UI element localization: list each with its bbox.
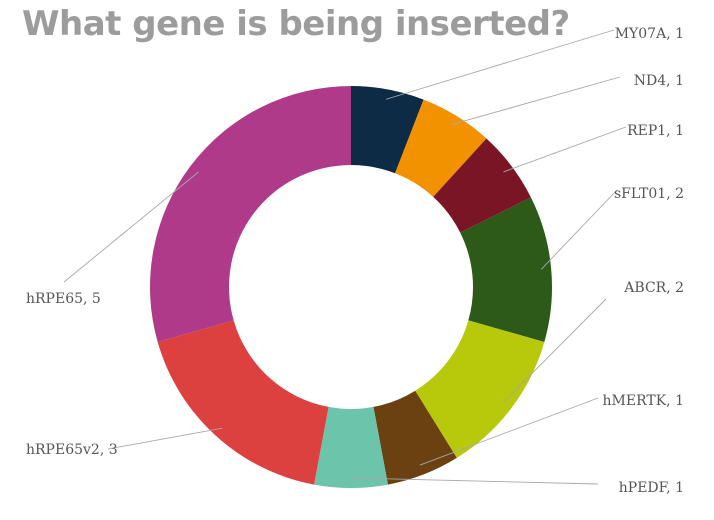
leader-line-hmertk xyxy=(419,397,599,466)
leader-line-abcr xyxy=(503,298,607,403)
slice-abcr xyxy=(415,320,545,458)
data-label-hmertk: hMERTK, 1 xyxy=(603,393,684,409)
slice-hpedf xyxy=(314,406,388,489)
data-label-nd4: ND4, 1 xyxy=(634,73,684,89)
leader-line-hrpe65v2 xyxy=(107,427,223,450)
data-label-abcr: ABCR, 2 xyxy=(623,280,684,296)
chart-title: What gene is being inserted? xyxy=(22,4,570,44)
data-label-rep1: REP1, 1 xyxy=(627,123,684,139)
slice-hrpe65v2 xyxy=(157,320,329,485)
leader-line-rep1 xyxy=(503,126,627,173)
slice-nd4 xyxy=(395,99,487,197)
leader-line-my07a xyxy=(385,29,615,100)
leader-line-hrpe65 xyxy=(63,171,199,283)
data-label-hpedf: hPEDF, 1 xyxy=(619,480,684,496)
leader-line-hpedf xyxy=(350,477,599,485)
slice-hmertk xyxy=(373,390,457,485)
slice-my07a xyxy=(351,86,424,174)
data-label-sflt01: sFLT01, 2 xyxy=(614,186,684,202)
slice-sflt01 xyxy=(460,197,552,343)
leader-line-sflt01 xyxy=(540,189,618,270)
leader-line-nd4 xyxy=(451,76,621,126)
data-label-my07a: MY07A, 1 xyxy=(615,26,684,42)
data-label-hrpe65: hRPE65, 5 xyxy=(26,291,101,307)
slice-hrpe65 xyxy=(150,86,351,343)
data-label-hrpe65v2: hRPE65v2, 3 xyxy=(26,442,118,458)
slice-rep1 xyxy=(433,138,531,233)
